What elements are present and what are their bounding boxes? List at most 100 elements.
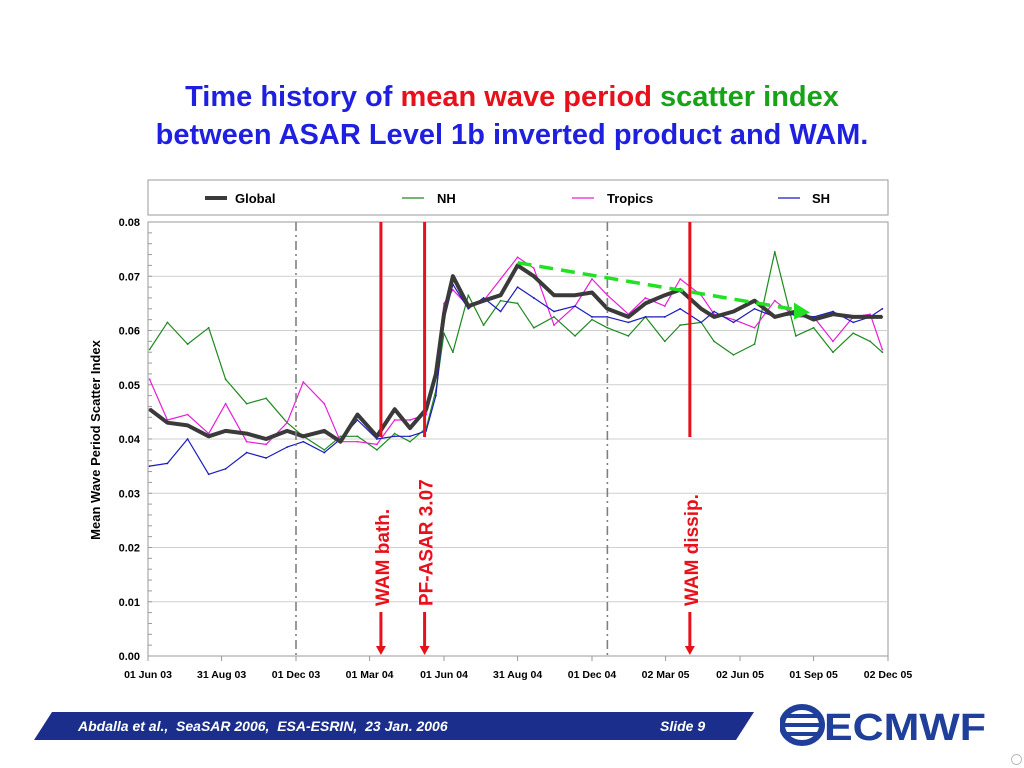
- data-point-tropics: [245, 440, 248, 443]
- data-point-nh: [323, 448, 326, 451]
- x-tick-label: 01 Mar 04: [346, 669, 394, 681]
- data-point-tropics: [532, 267, 535, 270]
- y-tick-label: 0.00: [119, 651, 140, 663]
- data-point-tropics: [773, 299, 776, 302]
- x-tick-label: 02 Mar 05: [642, 669, 690, 681]
- data-point-nh: [499, 299, 502, 302]
- data-point-tropics: [869, 313, 872, 316]
- data-point-global: [644, 302, 647, 305]
- data-point-tropics: [265, 443, 267, 446]
- y-tick-label: 0.03: [119, 488, 140, 500]
- data-point-tropics: [148, 378, 151, 381]
- data-point-sh: [881, 307, 884, 310]
- data-point-sh: [356, 419, 359, 421]
- x-tick-label: 01 Jun 03: [124, 669, 172, 681]
- data-point-nh: [482, 324, 485, 326]
- data-point-tropics: [881, 348, 884, 351]
- data-point-sh: [700, 321, 703, 324]
- data-point-global: [881, 316, 884, 318]
- data-point-global: [732, 310, 735, 313]
- data-point-global: [339, 440, 342, 443]
- data-point-global: [499, 294, 502, 297]
- data-point-nh: [166, 321, 169, 324]
- data-point-global: [265, 438, 267, 440]
- data-point-sh: [516, 286, 519, 288]
- data-point-tropics: [516, 256, 519, 259]
- data-point-nh: [451, 351, 454, 354]
- data-point-nh: [852, 332, 855, 335]
- data-point-global: [532, 275, 535, 278]
- y-axis-label: Mean Wave Period Scatter Index: [88, 339, 103, 539]
- data-point-global: [700, 307, 703, 310]
- data-point-sh: [186, 438, 189, 440]
- data-point-nh: [679, 324, 682, 326]
- data-point-sh: [148, 465, 151, 468]
- data-point-nh: [443, 332, 445, 335]
- data-point-tropics: [409, 419, 411, 421]
- data-point-global: [451, 275, 454, 278]
- data-point-tropics: [451, 288, 454, 291]
- data-point-nh: [732, 354, 735, 356]
- data-point-global: [186, 424, 189, 427]
- legend-label-global: Global: [235, 191, 275, 206]
- data-point-sh: [286, 446, 289, 449]
- data-point-tropics: [186, 413, 189, 416]
- data-point-sh: [409, 435, 411, 438]
- data-point-nh: [467, 294, 470, 297]
- data-point-sh: [832, 310, 834, 313]
- trend-arrow-line: [517, 260, 799, 312]
- data-point-sh: [265, 457, 267, 459]
- slide-number: Slide 9: [660, 718, 706, 734]
- data-point-nh: [713, 340, 716, 343]
- data-point-global: [812, 318, 815, 321]
- x-tick-label: 01 Jun 04: [420, 669, 468, 681]
- event-label: WAM bath.: [373, 509, 394, 606]
- data-point-sh: [591, 316, 593, 318]
- y-tick-label: 0.04: [119, 434, 141, 446]
- data-point-global: [663, 294, 666, 297]
- data-point-global: [435, 373, 437, 375]
- data-point-tropics: [323, 402, 326, 405]
- y-tick-label: 0.01: [119, 597, 140, 609]
- data-point-global: [574, 294, 576, 297]
- data-point-nh: [393, 432, 396, 435]
- data-point-global: [224, 429, 227, 432]
- data-point-global: [482, 299, 485, 302]
- data-point-sh: [482, 297, 485, 299]
- data-point-global: [553, 294, 555, 297]
- x-tick-label: 31 Aug 03: [197, 669, 246, 681]
- data-point-nh: [207, 326, 210, 329]
- event-label: WAM dissip.: [682, 494, 703, 606]
- data-point-global: [591, 291, 593, 294]
- y-axis: 0.00 0.01 0.02 0.03 0.04 0.05 0.06 0.07 0.08: [119, 217, 152, 663]
- data-point-tropics: [663, 305, 666, 307]
- x-tick-label: 02 Jun 05: [716, 669, 764, 681]
- data-point-nh: [148, 348, 151, 351]
- data-point-sh: [499, 310, 502, 313]
- data-point-tropics: [606, 294, 609, 297]
- data-point-tropics: [499, 278, 502, 280]
- y-tick-label: 0.02: [119, 543, 140, 555]
- x-tick-label: 01 Dec 03: [272, 669, 321, 681]
- data-point-tropics: [553, 324, 555, 326]
- data-point-nh: [881, 351, 884, 354]
- legend-label-sh: SH: [812, 191, 830, 206]
- x-tick-label: 02 Dec 05: [864, 669, 913, 681]
- data-point-nh: [516, 302, 519, 305]
- data-point-tropics: [679, 278, 682, 280]
- data-point-sh: [467, 307, 470, 310]
- trend-arrowhead: [793, 302, 810, 320]
- data-point-sh: [302, 440, 305, 443]
- data-point-sh: [245, 451, 248, 454]
- legend-box: [147, 179, 889, 216]
- title-line-1: Time history of mean wave period scatter…: [0, 78, 1024, 116]
- x-tick-label: 31 Aug 04: [493, 669, 542, 681]
- data-point-tropics: [356, 440, 359, 443]
- data-point-tropics: [732, 318, 735, 321]
- y-tick-label: 0.08: [119, 217, 140, 229]
- x-axis: 01 Jun 03 31 Aug 03 01 Dec 03 01 Mar 04 01 J…: [124, 656, 912, 681]
- y-tick-label: 0.05: [119, 380, 140, 392]
- data-point-nh: [532, 326, 535, 329]
- data-point-global: [753, 299, 756, 302]
- data-point-nh: [186, 343, 189, 345]
